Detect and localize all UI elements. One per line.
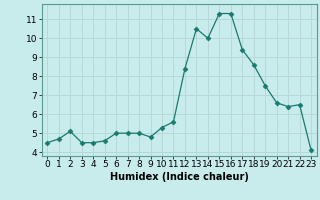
X-axis label: Humidex (Indice chaleur): Humidex (Indice chaleur) (110, 172, 249, 182)
